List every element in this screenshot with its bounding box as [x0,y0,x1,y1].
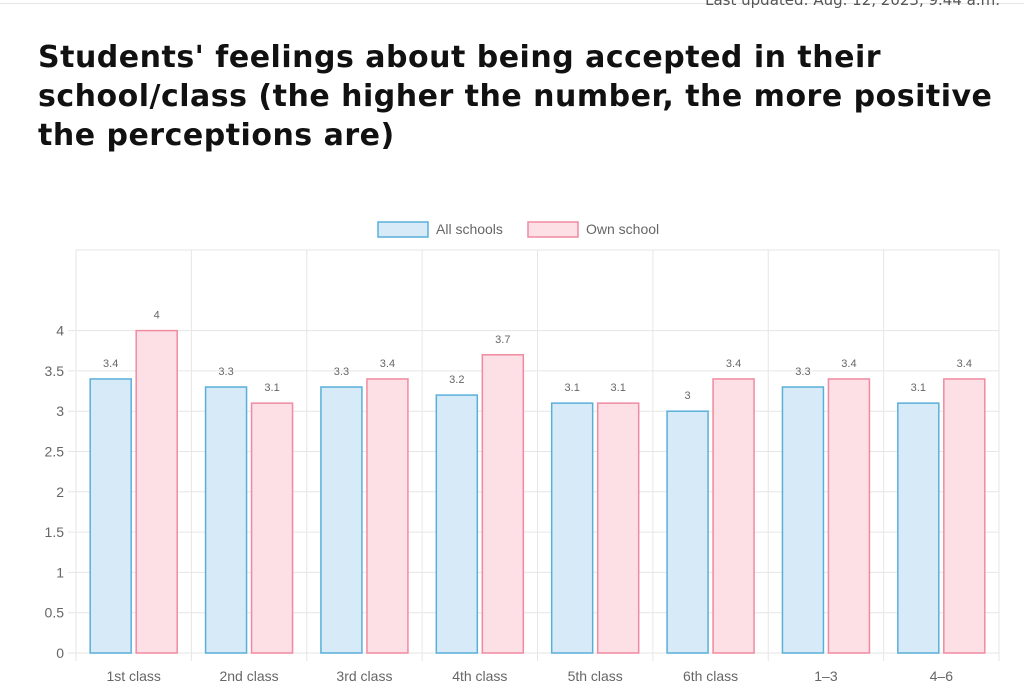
y-tick-label: 0.5 [45,605,65,621]
x-tick-label: 1–3 [814,668,838,684]
x-tick-label: 5th class [568,668,623,684]
y-tick-label: 4 [56,323,64,339]
value-label: 3.3 [334,366,349,378]
x-tick-label: 1st class [106,668,160,684]
bar [712,378,755,654]
legend-label: All schools [436,221,503,237]
value-label: 4 [154,310,160,322]
legend-swatch [527,221,579,238]
bar [481,354,525,654]
value-label: 3.4 [957,358,972,370]
x-tick-label: 6th class [683,668,738,684]
legend-label: Own school [586,221,659,237]
bar [320,386,363,654]
divider [0,3,1024,4]
value-label: 3.4 [103,358,118,370]
y-tick-label: 1.5 [45,524,65,540]
value-label: 3.3 [795,366,810,378]
bar [204,386,248,654]
y-tick-label: 0 [56,645,64,661]
x-tick-label: 4–6 [930,668,954,684]
bar [89,378,132,654]
bar [666,410,709,654]
value-label: 3.7 [495,334,510,346]
x-tick-label: 4th class [452,668,507,684]
bar [435,394,479,654]
bar [781,386,825,654]
value-label: 3.1 [911,382,926,394]
value-label: 3.4 [841,358,856,370]
y-tick-label: 1 [56,564,64,580]
last-updated: Last updated: Aug. 12, 2023, 9.44 a.m. [705,0,1000,9]
value-label: 3.4 [380,358,395,370]
chart-title: Students' feelings about being accepted … [38,40,993,153]
y-tick-label: 3.5 [45,363,65,379]
bar [943,378,986,654]
value-label: 3.3 [218,366,233,378]
x-tick-label: 2nd class [219,668,278,684]
bar [897,402,940,654]
bar [366,378,409,654]
value-label: 3.1 [565,382,580,394]
value-label: 3.4 [726,358,741,370]
y-tick-label: 3 [56,403,64,419]
value-label: 3 [685,390,691,402]
y-tick-label: 2.5 [45,444,65,460]
y-tick-label: 2 [56,484,64,500]
bar [827,378,871,654]
bar [550,402,594,654]
legend-swatch [377,221,429,238]
value-label: 3.1 [264,382,279,394]
bar [135,329,178,654]
bar [250,402,294,654]
value-label: 3.1 [611,382,626,394]
value-label: 3.2 [449,374,464,386]
bar [596,402,640,654]
x-tick-label: 3rd class [336,668,392,684]
